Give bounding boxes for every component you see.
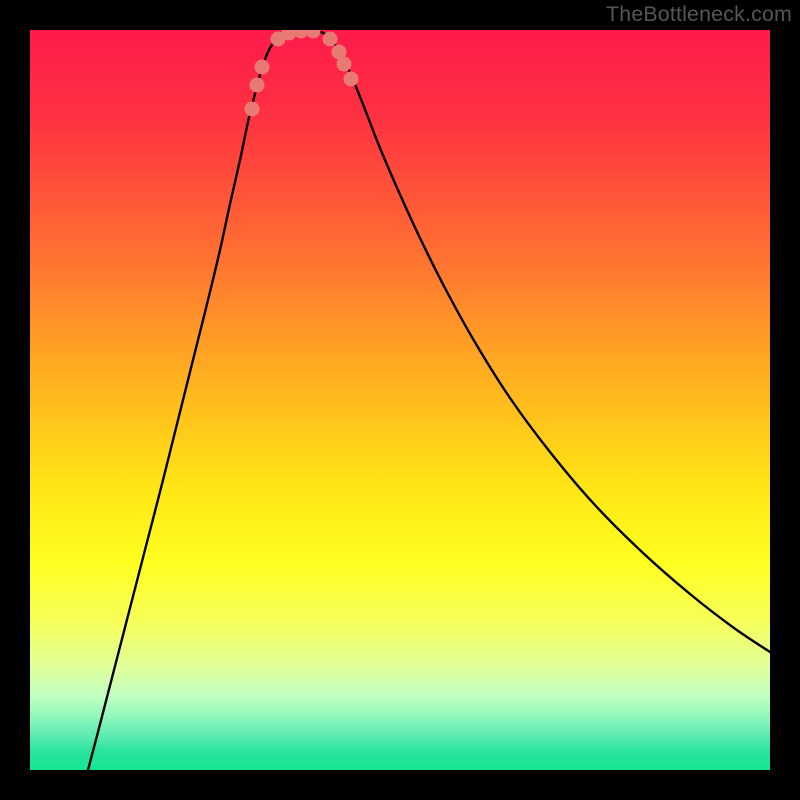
data-marker: [245, 102, 260, 117]
data-marker: [323, 32, 338, 47]
data-marker: [344, 72, 359, 87]
data-marker: [250, 78, 265, 93]
watermark-text: TheBottleneck.com: [606, 2, 792, 27]
bottleneck-plot-svg: [0, 0, 800, 800]
chart-frame: TheBottleneck.com: [0, 0, 800, 800]
data-marker: [337, 57, 352, 72]
data-marker: [255, 60, 270, 75]
gradient-background: [30, 30, 770, 770]
